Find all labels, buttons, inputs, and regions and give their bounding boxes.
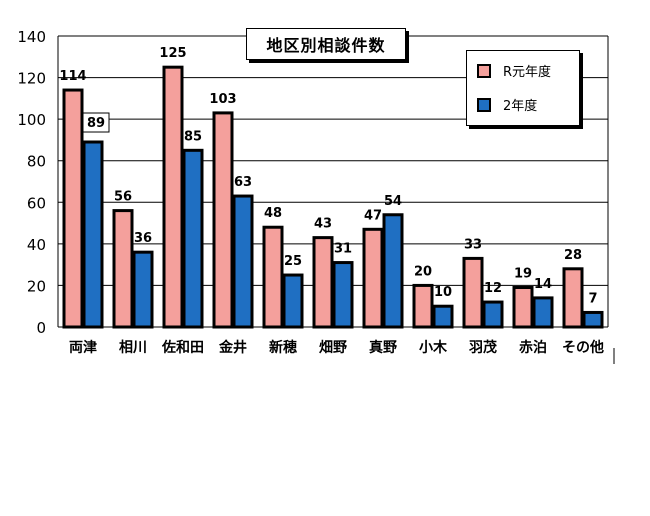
data-label: 125	[159, 46, 186, 61]
bar-series1	[112, 209, 134, 329]
chart-title-text: 地区別相談件数	[266, 36, 386, 55]
x-tick-label: 畑野	[318, 340, 347, 356]
bar-series1	[462, 256, 484, 329]
x-tick-label: 相川	[119, 339, 147, 356]
bar-series1	[162, 65, 184, 329]
data-label: 20	[414, 264, 432, 279]
data-label: 10	[434, 285, 452, 300]
bar-series2	[332, 261, 354, 329]
x-tick-label: 金井	[218, 339, 247, 356]
bar-series1	[412, 283, 434, 329]
legend-swatch-series1	[477, 63, 491, 78]
data-label: 47	[364, 208, 382, 223]
x-axis-ticks: 両津 相川 佐和田 金井 新穂 畑野 真野 小木 羽茂 赤泊 その他	[69, 339, 604, 356]
bar-series2	[382, 213, 404, 329]
bar-series2	[82, 140, 104, 329]
bars	[62, 65, 604, 329]
legend-label-series1: R元年度	[503, 65, 552, 80]
bar-series2	[232, 194, 254, 329]
bar-series1	[562, 267, 584, 329]
data-label: 63	[234, 175, 252, 190]
data-label: 85	[184, 129, 202, 144]
data-label: 48	[264, 206, 282, 221]
x-tick-label: 新穂	[269, 339, 297, 356]
axes	[57, 36, 615, 364]
bar-series2	[532, 296, 554, 329]
data-label: 56	[114, 190, 132, 205]
data-label: 43	[314, 217, 332, 232]
data-label: 103	[209, 92, 236, 107]
legend-item-series2: 2年度	[477, 95, 537, 114]
data-label-box	[82, 112, 110, 133]
bar-series1	[312, 236, 334, 329]
y-tick-label: 20	[27, 277, 46, 295]
x-tick-label: 小木	[419, 339, 448, 356]
bar-series2	[482, 300, 504, 329]
data-label: 33	[464, 237, 482, 252]
bar-series2	[132, 250, 154, 329]
data-label: 36	[134, 231, 152, 246]
bar-series1	[362, 227, 384, 329]
data-label: 28	[564, 248, 582, 263]
data-label: 7	[588, 291, 597, 306]
gridlines	[58, 35, 608, 286]
y-tick-label: 60	[27, 194, 46, 212]
bar-series1	[262, 225, 284, 329]
legend: R元年度 2年度	[466, 50, 580, 126]
data-label: 19	[514, 267, 532, 282]
data-label: 114	[59, 69, 86, 84]
y-axis-ticks: 0 20 40 60 80 100 120 140	[17, 28, 46, 337]
legend-item-series1: R元年度	[477, 61, 551, 80]
data-label: 31	[334, 242, 352, 257]
bar-series2	[582, 310, 604, 329]
y-tick-label: 100	[17, 111, 46, 129]
bar-series1	[62, 88, 84, 329]
chart-title: 地区別相談件数	[246, 28, 406, 60]
bar-series2	[282, 273, 304, 329]
x-tick-label: 真野	[369, 339, 397, 356]
x-tick-label: 両津	[69, 339, 97, 356]
y-tick-label: 80	[27, 153, 46, 171]
x-tick-label: 佐和田	[161, 339, 204, 356]
x-tick-label: 赤泊	[519, 339, 547, 356]
legend-label-series2: 2年度	[503, 99, 538, 114]
y-tick-label: 120	[17, 70, 46, 88]
bar-series2	[182, 148, 204, 329]
y-tick-label: 140	[17, 28, 46, 46]
y-tick-label: 0	[36, 319, 46, 337]
bar-series1	[212, 111, 234, 329]
x-tick-label: その他	[562, 339, 604, 356]
y-tick-label: 40	[27, 236, 46, 254]
bar-series2	[432, 304, 454, 329]
data-label: 89	[87, 116, 105, 131]
bar-series1	[512, 286, 534, 329]
legend-swatch-series2	[477, 97, 491, 112]
data-label: 54	[384, 194, 402, 209]
x-tick-label: 羽茂	[469, 339, 497, 356]
data-label: 14	[534, 277, 552, 292]
data-label: 12	[484, 281, 502, 296]
data-label: 25	[284, 254, 302, 269]
